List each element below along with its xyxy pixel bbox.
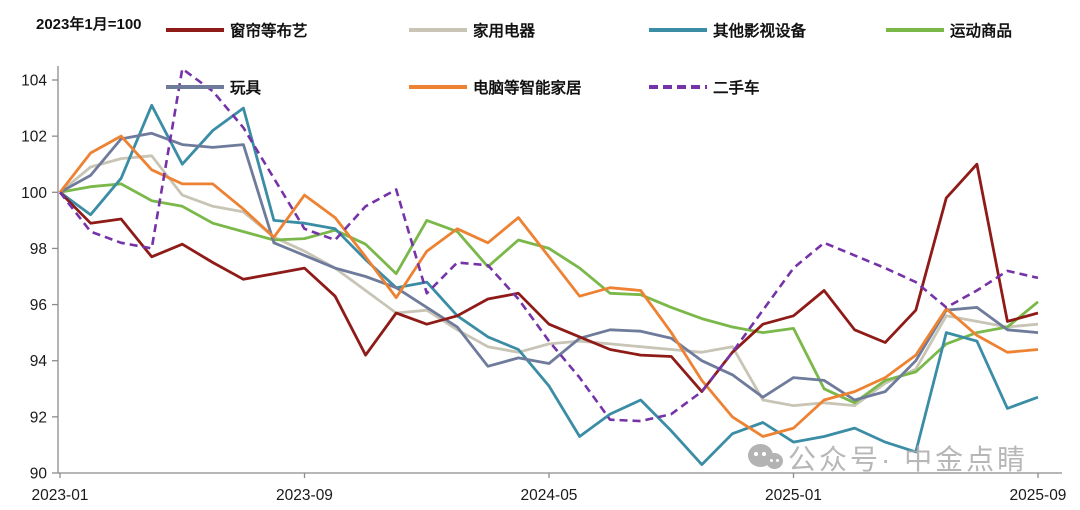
series-line-sports-goods (59, 182, 1039, 405)
legend-item-home-appliances: 家用电器 (409, 21, 536, 40)
legend-swatch-other-video-equipment (649, 28, 707, 32)
y-tick-label: 94 (30, 353, 48, 370)
y-tick-label: 90 (30, 466, 48, 483)
legend-label-toys: 玩具 (230, 80, 262, 97)
legend-item-curtains-fabric: 窗帘等布艺 (166, 21, 308, 40)
legend-swatch-home-appliances (409, 28, 467, 32)
y-tick-label: 104 (21, 73, 47, 90)
legend-swatch-curtains-fabric (166, 28, 224, 32)
y-tick-label: 96 (30, 297, 47, 314)
series-line-used-cars (58, 67, 1039, 423)
x-tick-label: 2024-05 (521, 487, 578, 504)
series-line-curtains-fabric (59, 162, 1039, 394)
legend-item-other-video-equipment: 其他影视设备 (649, 21, 807, 40)
y-tick-label: 92 (30, 409, 47, 426)
legend-label-sports-goods: 运动商品 (950, 23, 1013, 40)
legend-label-home-appliances: 家用电器 (473, 23, 536, 40)
series-line-smart-home-computers (58, 134, 1039, 438)
legend-label-curtains-fabric: 窗帘等布艺 (230, 23, 308, 40)
legend-swatch-used-cars (649, 85, 707, 89)
legend-item-toys: 玩具 (166, 78, 262, 97)
watermark: 公众号· 中金点睛 (746, 438, 1028, 478)
y-tick-label: 102 (21, 129, 47, 146)
legend-swatch-sports-goods (886, 28, 944, 32)
legend-item-smart-home-computers: 电脑等智能家居 (409, 78, 582, 97)
wechat-icon (746, 438, 788, 478)
series-line-home-appliances (59, 154, 1039, 408)
y-tick-label: 98 (30, 241, 47, 258)
legend-item-sports-goods: 运动商品 (886, 21, 1013, 40)
legend-label-smart-home-computers: 电脑等智能家居 (473, 80, 582, 97)
watermark-text: 公众号· 中金点睛 (788, 444, 1029, 475)
series-line-toys (59, 131, 1039, 402)
legend-item-used-cars: 二手车 (649, 78, 760, 97)
y-tick-label: 100 (21, 185, 47, 202)
series-line-other-video-equipment (59, 103, 1039, 467)
index-base-note: 2023年1月=100 (36, 16, 142, 33)
x-tick-label: 2025-09 (1010, 487, 1067, 504)
x-tick-label: 2023-09 (276, 487, 333, 504)
legend-label-used-cars: 二手车 (713, 80, 760, 97)
legend-swatch-smart-home-computers (409, 85, 467, 89)
legend-label-other-video-equipment: 其他影视设备 (713, 23, 807, 40)
legend-swatch-toys (166, 85, 224, 89)
x-tick-label: 2023-01 (32, 487, 89, 504)
x-tick-label: 2025-01 (765, 487, 822, 504)
